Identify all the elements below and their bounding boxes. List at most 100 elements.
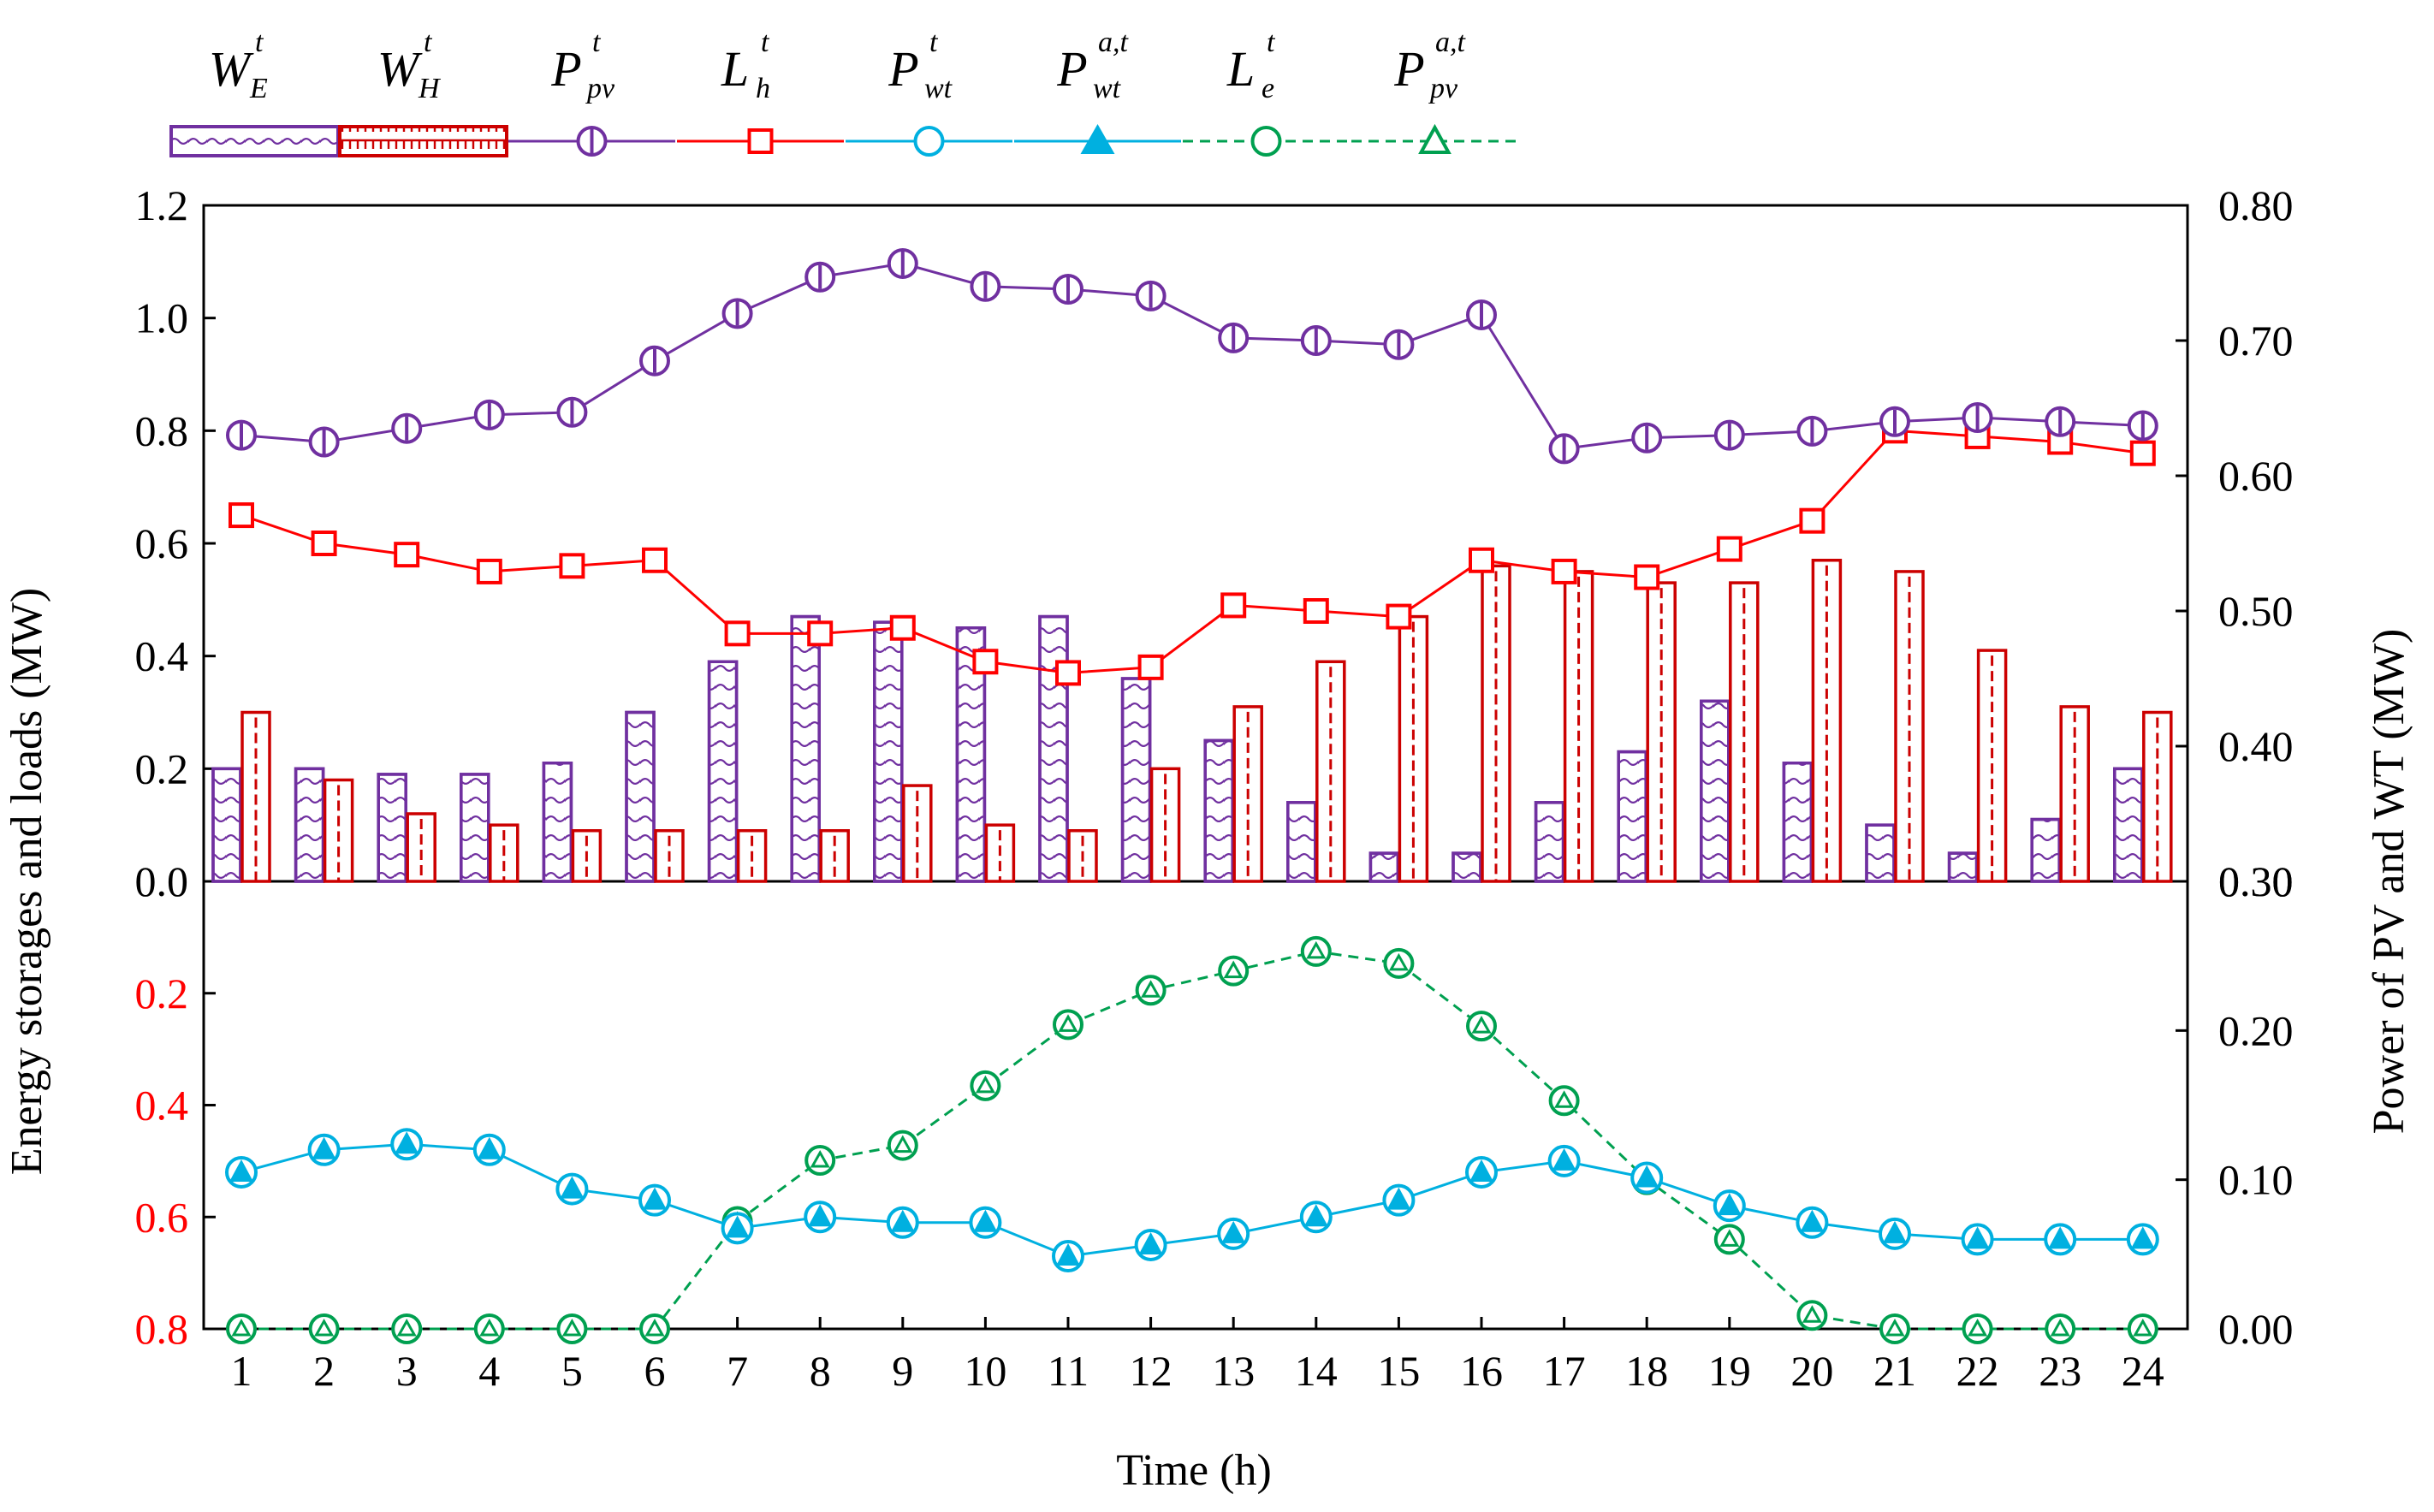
legend-label-sup: t xyxy=(929,27,939,58)
bar-we xyxy=(625,710,656,883)
legend-label-sub: h xyxy=(756,73,770,104)
marker-triangle xyxy=(1717,1193,1742,1216)
point-le xyxy=(1466,1011,1497,1042)
point-ppv xyxy=(1631,422,1663,454)
marker-triangle xyxy=(890,1209,915,1232)
x-tick-label: 11 xyxy=(1048,1347,1089,1395)
y-axis-label-right: Power of PV and WT (MW) xyxy=(2365,629,2413,1135)
bar-we xyxy=(1286,801,1317,883)
point-lh xyxy=(1799,507,1826,534)
legend-label-sup: a,t xyxy=(1098,27,1130,58)
point-pwt xyxy=(886,1206,919,1239)
point-ppv xyxy=(1135,280,1167,311)
marker-triangle xyxy=(1885,1318,1905,1337)
legend-label-sub: e xyxy=(1262,73,1274,104)
x-tick-label: 22 xyxy=(1956,1347,1999,1395)
series-le-line xyxy=(241,950,2143,1331)
point-le xyxy=(1218,955,1250,987)
point-pwt xyxy=(390,1128,424,1161)
bar-we xyxy=(873,620,904,883)
x-axis-label: Time (h) xyxy=(1116,1446,1272,1495)
bar-we xyxy=(211,767,242,883)
y-axis-label-left: Energy storages and loads (MW) xyxy=(3,588,51,1175)
marker-triangle xyxy=(1223,960,1244,979)
point-pwt xyxy=(307,1133,341,1166)
point-pwt xyxy=(1299,1201,1333,1234)
marker-triangle xyxy=(1635,1165,1659,1188)
bar-we xyxy=(1451,851,1482,883)
point-pwt xyxy=(1961,1223,1994,1256)
left-bottom-tick-label: 0.6 xyxy=(135,1193,189,1241)
marker-triangle xyxy=(2130,1226,2155,1249)
x-tick-label: 16 xyxy=(1460,1347,1503,1395)
marker-triangle xyxy=(1141,980,1161,998)
point-pwt xyxy=(1713,1189,1746,1223)
marker-triangle xyxy=(973,1209,998,1232)
left-top-tick-label: 1.2 xyxy=(135,181,189,229)
legend-label-base: P xyxy=(1393,41,1424,97)
point-lh xyxy=(1634,564,1660,590)
legend-label-sup: t xyxy=(255,27,264,58)
legend-symbol-bar xyxy=(338,125,508,157)
marker-triangle xyxy=(1138,1231,1163,1254)
point-ppv xyxy=(1796,415,1828,447)
point-lh xyxy=(1386,603,1412,630)
bar-we xyxy=(1947,851,1979,883)
marker-triangle xyxy=(2048,1226,2073,1249)
marker-triangle xyxy=(1388,952,1409,971)
marker-triangle xyxy=(808,1204,833,1227)
x-tick-label: 23 xyxy=(2039,1347,2081,1395)
point-pwt xyxy=(1134,1228,1167,1261)
legend-label-sub: E xyxy=(249,73,268,104)
legend-label-base: P xyxy=(888,41,918,97)
marker-triangle xyxy=(395,1131,419,1154)
bar-we xyxy=(2030,817,2061,883)
legend-label-base: L xyxy=(721,41,749,97)
marker-triangle xyxy=(1386,1187,1411,1210)
point-lh xyxy=(1551,558,1577,584)
point-pwt xyxy=(638,1183,671,1217)
x-tick-label: 17 xyxy=(1543,1347,1586,1395)
marker-triangle xyxy=(725,1215,750,1238)
point-lh xyxy=(1303,598,1329,624)
left-bottom-tick-label: 0.8 xyxy=(135,1305,189,1353)
marker-triangle xyxy=(561,1318,582,1337)
bar-we xyxy=(542,762,573,883)
legend-label-sup: t xyxy=(761,27,770,58)
point-ppv xyxy=(391,412,423,444)
point-le xyxy=(226,1313,257,1344)
point-le xyxy=(1383,947,1415,979)
bar-we xyxy=(2113,767,2144,883)
left-top-tick-label: 0.2 xyxy=(135,744,189,792)
point-pwt xyxy=(721,1212,754,1245)
bar-wh xyxy=(1149,767,1181,883)
marker-triangle xyxy=(1800,1209,1825,1232)
point-pwt xyxy=(1879,1217,1911,1250)
marker-triangle xyxy=(2133,1318,2153,1337)
point-ppv xyxy=(1383,329,1415,360)
marker-triangle xyxy=(231,1318,252,1337)
x-tick-label: 5 xyxy=(561,1347,583,1395)
marker-triangle xyxy=(1303,1204,1328,1227)
left-bottom-tick-label: 0.2 xyxy=(135,969,189,1017)
point-lh xyxy=(1055,660,1081,686)
point-ppv xyxy=(1962,402,1993,434)
point-pwt xyxy=(1052,1240,1084,1273)
legend-label-sup: t xyxy=(424,27,433,58)
point-le xyxy=(887,1130,918,1161)
point-ppv xyxy=(887,247,918,279)
x-tick-label: 4 xyxy=(478,1347,500,1395)
point-le xyxy=(970,1070,1001,1101)
bar-we xyxy=(294,767,325,883)
point-ppv xyxy=(721,298,753,329)
point-ppv xyxy=(226,419,257,451)
legend-label-sub: wt xyxy=(924,73,953,104)
point-ppv xyxy=(1879,406,1910,437)
x-tick-label: 3 xyxy=(396,1347,418,1395)
bar-wh xyxy=(1315,660,1346,883)
x-tick-label: 19 xyxy=(1708,1347,1751,1395)
point-le xyxy=(1713,1224,1745,1255)
legend-symbol-bar xyxy=(169,125,340,157)
